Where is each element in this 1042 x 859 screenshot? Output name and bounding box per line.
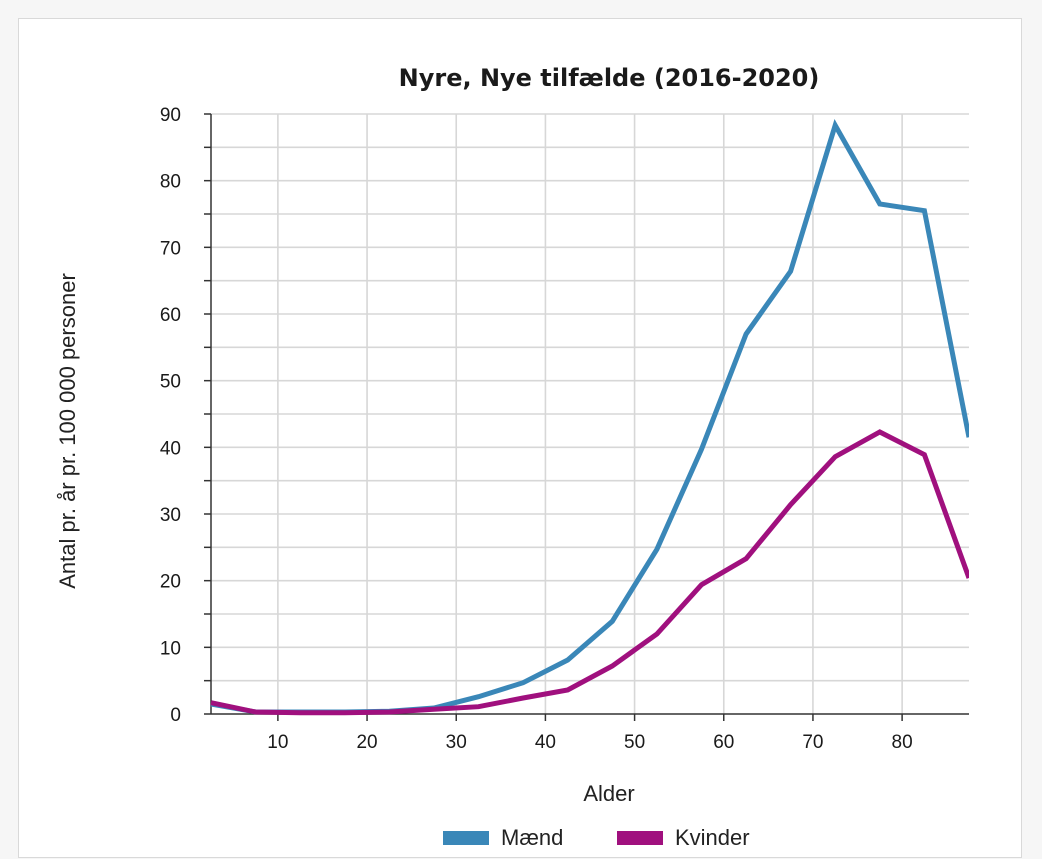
chart-frame: Nyre, Nye tilfælde (2016-2020) 0 10 20 30 40… [18,18,1022,858]
series-line-kvinder [210,429,969,716]
line-chart: Nyre, Nye tilfælde (2016-2020) 0 10 20 30 40… [55,64,969,850]
y-tick-label: 50 [160,372,181,393]
x-tick-label: 60 [713,732,734,753]
y-tick-label: 60 [160,305,181,326]
x-tick-label: 40 [535,732,556,753]
y-tick-label: 90 [160,105,181,126]
legend-label: Mænd [501,825,563,850]
legend-label: Kvinder [675,825,750,850]
legend: Mænd Kvinder [443,825,750,850]
chart-title: Nyre, Nye tilfælde (2016-2020) [399,64,820,92]
y-tick-label: 10 [160,638,181,659]
y-tick-label: 80 [160,172,181,193]
series-lines [210,119,969,716]
x-tick-label: 50 [624,732,645,753]
y-tick-label: 70 [160,238,181,259]
x-tick-label: 80 [892,732,913,753]
x-tick-label: 20 [356,732,377,753]
y-axis-title: Antal pr. år pr. 100 000 personer [55,273,80,589]
x-axis-ticks: 10 20 30 40 50 60 70 80 [267,714,913,753]
grid [211,113,969,714]
x-tick-label: 30 [446,732,467,753]
x-tick-label: 70 [802,732,823,753]
x-axis-title: Alder [583,781,634,806]
legend-swatch [443,831,489,845]
y-tick-label: 0 [170,705,181,726]
y-tick-label: 40 [160,438,181,459]
x-tick-label: 10 [267,732,288,753]
y-axis-ticks: 0 10 20 30 40 50 60 70 80 90 [160,105,211,726]
legend-swatch [617,831,663,845]
y-tick-label: 30 [160,505,181,526]
y-tick-label: 20 [160,572,181,593]
